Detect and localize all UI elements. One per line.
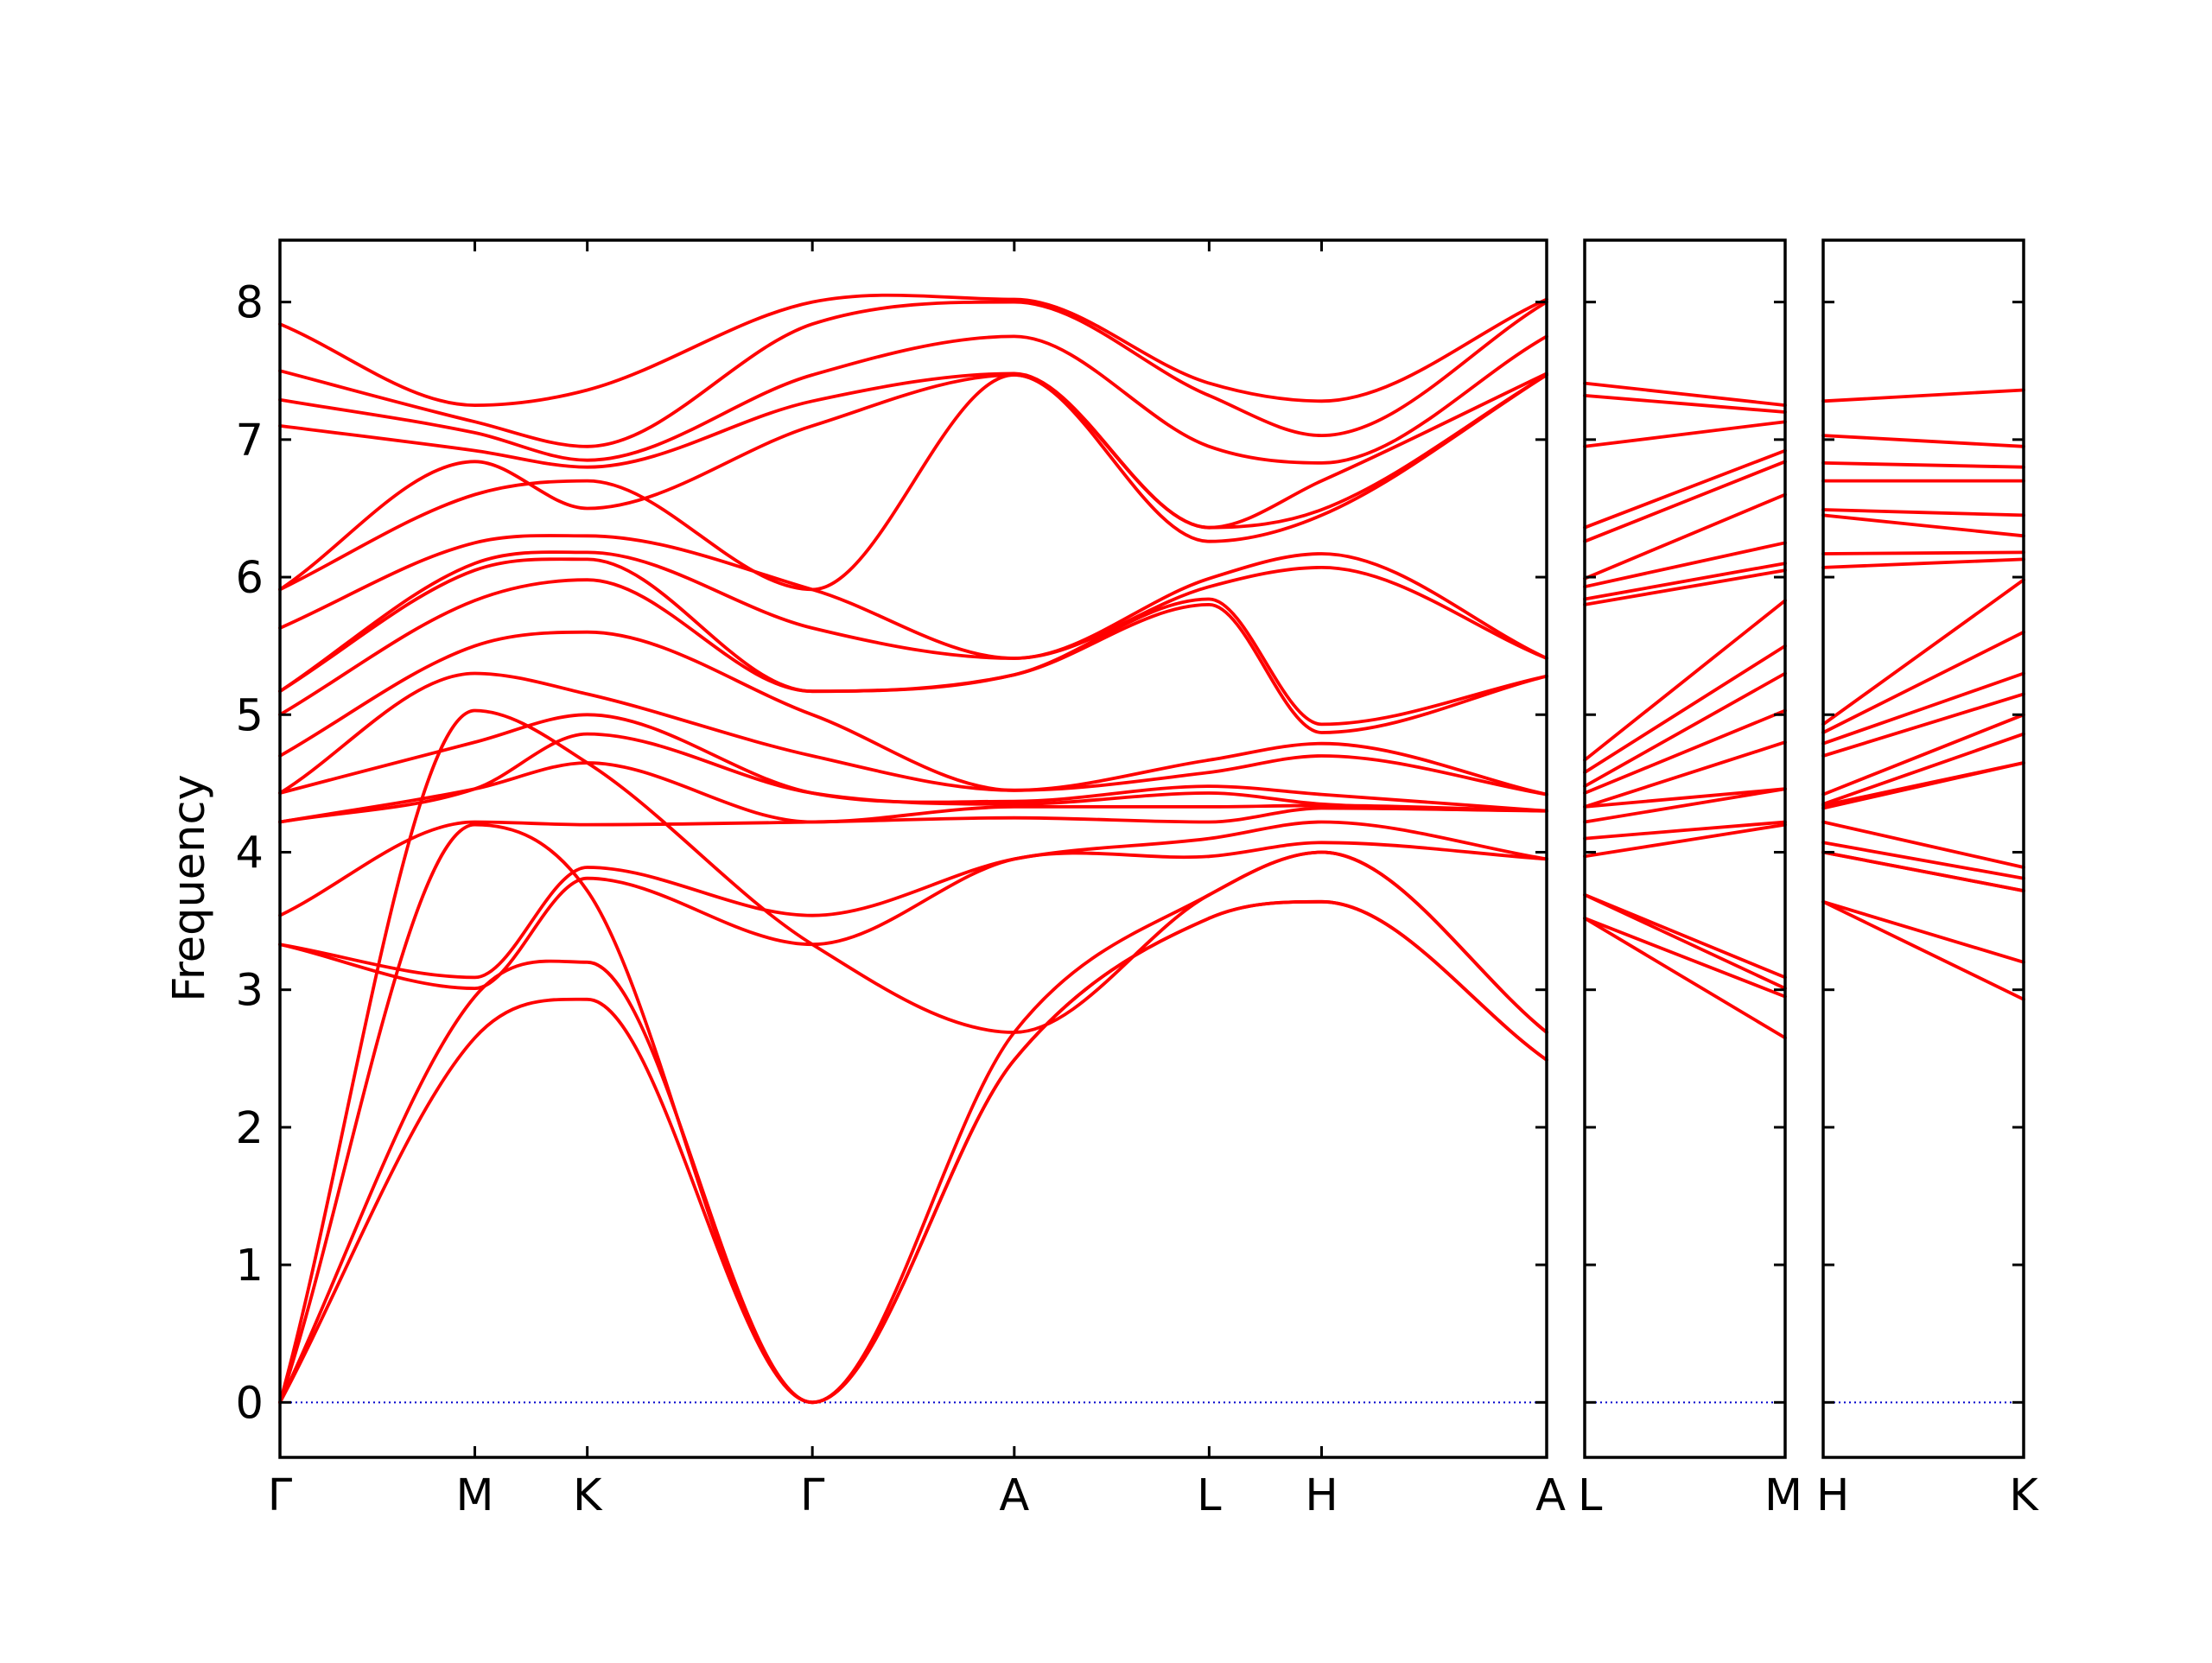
y-tick-label: 5 [236,690,264,741]
band-line [278,820,1548,980]
y-tick-label: 8 [236,278,264,329]
band-line [278,578,1548,734]
panel-frame [278,238,1548,1459]
band-line [1583,708,1787,795]
x-tick-label-l: L [1197,1470,1222,1521]
band-line [1821,841,2025,880]
band-line [278,373,1548,592]
band-line [1583,599,1787,762]
band-line [278,806,1548,917]
band-line [1583,381,1787,407]
band-line [278,371,1548,530]
band-line [278,293,1548,407]
band-line [278,300,1548,448]
y-tick-label: 2 [236,1103,264,1154]
band-line [278,708,1548,1405]
band-line [278,550,1548,694]
band-line [1583,460,1787,543]
band-line [1583,892,1787,980]
x-tick-label-h: H [1816,1470,1849,1521]
band-line [1583,740,1787,809]
phonon-bands [278,293,2025,1405]
band-line [278,630,1548,797]
x-tick-label-a: A [999,1470,1029,1521]
band-line [1583,820,1787,841]
x-tick-label-gamma: Γ [800,1470,825,1521]
band-line [1583,644,1787,774]
x-tick-label-m: M [1764,1470,1802,1521]
band-line [1583,420,1787,448]
band-line [1821,461,2025,469]
band-line [1821,761,2025,808]
y-axis-label: Frequency [164,774,215,1001]
band-line [1583,787,1787,809]
band-line [1583,492,1787,581]
band-line [1583,541,1787,589]
band-line [1583,568,1787,606]
band-line [278,713,1548,813]
band-line [1583,787,1787,824]
band-line [1821,388,2025,403]
y-tick-label: 7 [236,416,264,467]
band-line [278,334,1548,465]
panel-frame [1821,238,2025,1459]
band-line [1583,917,1787,999]
band-line [278,534,1548,660]
band-line [1583,562,1787,601]
x-tick-label-gamma: Γ [268,1470,293,1521]
x-tick-label-k: K [573,1470,603,1521]
band-line [1821,899,2025,1001]
x-tick-label-a: A [1535,1470,1566,1521]
band-line [278,841,1548,990]
y-tick-label: 6 [236,553,264,604]
panel-frames [278,238,2025,1459]
band-line [1821,630,2025,734]
band-line [278,822,1548,1405]
x-tick-label-k: K [2009,1470,2039,1521]
band-line [278,761,1548,824]
y-tick-label: 3 [236,966,264,1017]
y-tick-label: 0 [236,1378,264,1429]
band-line [1821,899,2025,964]
band-line [1821,508,2025,517]
x-tick-label-h: H [1305,1470,1338,1521]
band-line [1821,713,2025,797]
band-line [1583,671,1787,788]
band-line [1821,732,2025,806]
y-tick-label: 1 [236,1241,264,1292]
band-line [278,373,1548,592]
band-line [1821,513,2025,538]
band-line [1583,822,1787,859]
band-line [1821,550,2025,555]
band-line [1821,578,2025,727]
x-tick-label-l: L [1578,1470,1603,1521]
band-line [1821,557,2025,569]
band-line [278,671,1548,797]
x-tick-label-m: M [456,1470,494,1521]
band-line [278,557,1548,727]
band-line [1583,394,1787,414]
axis-ticks [278,240,2025,1457]
band-line [1821,850,2025,892]
band-line [1821,820,2025,869]
band-line [1583,448,1787,530]
band-line [1821,671,2025,746]
band-line [1821,434,2025,448]
y-tick-label: 4 [236,828,264,879]
panel-frame [1583,238,1787,1459]
band-line [1583,917,1787,1040]
band-line [1821,692,2025,758]
